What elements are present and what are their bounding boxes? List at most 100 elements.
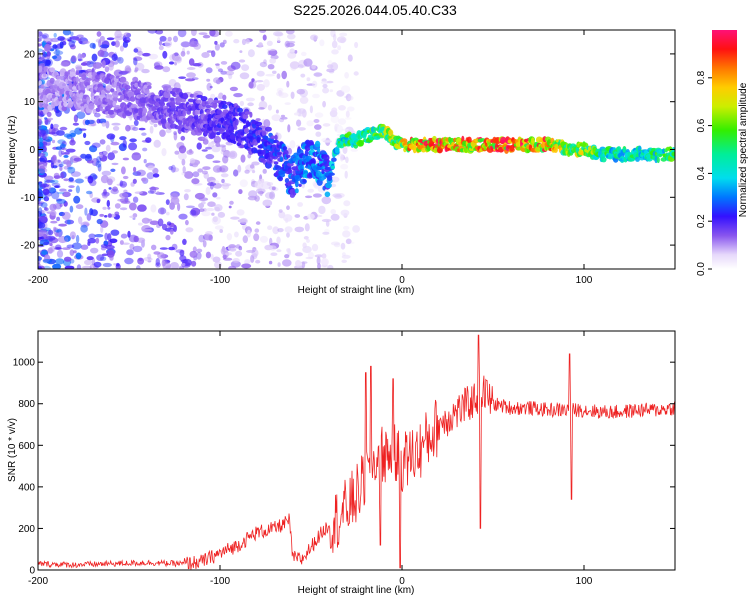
spectrogram-noise-cell bbox=[41, 250, 48, 256]
spectrogram-y-axis: -20 -10 0 10 20 bbox=[21, 49, 675, 252]
spectrogram-noise-cell bbox=[62, 191, 71, 198]
spectrogram-noise-cell bbox=[39, 110, 44, 116]
spectrogram-noise-cell bbox=[302, 242, 307, 249]
colorbar-tick-label: 0.8 bbox=[696, 70, 707, 84]
spectrogram-noise-cell bbox=[341, 128, 349, 131]
spectrogram-noise-cell bbox=[98, 39, 102, 48]
spectrogram-noise-cell bbox=[330, 209, 337, 215]
spectrogram-noise-cell bbox=[104, 232, 109, 241]
spectrogram-ridge-cell bbox=[170, 104, 176, 109]
spectrogram-noise-cell bbox=[149, 220, 159, 226]
spectrogram-noise-cell bbox=[155, 258, 160, 266]
spectrogram-noise-cell bbox=[151, 244, 157, 251]
spectrogram-noise-cell bbox=[86, 213, 92, 221]
spectrogram-noise-cell bbox=[267, 63, 275, 70]
spectrogram-noise-cell bbox=[234, 231, 239, 238]
spectrogram-noise-cell bbox=[263, 79, 270, 88]
spectrogram-ridge-cell bbox=[255, 121, 263, 127]
spectrogram-noise-cell bbox=[112, 125, 120, 131]
spectrogram-noise-cell bbox=[90, 247, 99, 254]
spectrogram-noise-cell bbox=[38, 162, 44, 165]
spectrogram-noise-cell bbox=[174, 55, 182, 64]
spectrogram-noise-cell bbox=[339, 32, 348, 37]
spectrogram-noise-cell bbox=[322, 123, 331, 127]
spectrogram-ridge-cell bbox=[113, 81, 118, 86]
spectrogram-noise-cell bbox=[79, 54, 85, 59]
spectrogram-ridge-cell bbox=[107, 94, 113, 98]
spectrogram-ridge-cell bbox=[75, 76, 79, 83]
spectrogram-noise-cell bbox=[95, 237, 100, 244]
spectrogram-noise-cell bbox=[228, 265, 237, 269]
spectrogram-noise-cell bbox=[307, 188, 315, 193]
spectrogram-noise-cell bbox=[38, 201, 45, 205]
spectrogram-ridge-cell bbox=[264, 135, 269, 140]
spectrogram-noise-cell bbox=[38, 57, 48, 60]
spectrogram-noise-cell bbox=[345, 238, 352, 245]
spectrogram-x-label: Height of straight line (km) bbox=[298, 285, 415, 296]
spectrogram-ridge-cell bbox=[271, 144, 277, 148]
spectrogram-noise-cell bbox=[322, 100, 326, 108]
spectrogram-noise-cell bbox=[305, 256, 314, 260]
spectrogram-noise-cell bbox=[68, 177, 74, 182]
spectrogram-ridge-cell bbox=[277, 176, 283, 182]
spectrogram-noise-cell bbox=[212, 165, 222, 173]
spectrogram-noise-cell bbox=[180, 50, 186, 57]
spectrogram-noise-cell bbox=[57, 191, 65, 195]
spectrogram-ridge-cell bbox=[133, 108, 139, 113]
spectrogram-ridge-cell bbox=[317, 148, 321, 153]
spectrogram-noise-cell bbox=[236, 209, 245, 216]
spectrogram-noise-cell bbox=[39, 183, 50, 188]
spectrogram-noise-cell bbox=[147, 165, 155, 171]
spectrogram-noise-cell bbox=[215, 142, 221, 148]
spectrogram-noise-cell bbox=[132, 217, 136, 220]
spectrogram-noise-cell bbox=[157, 218, 164, 227]
spectrogram-ridge-cell bbox=[176, 96, 182, 104]
x-tick-label: -200 bbox=[28, 576, 48, 587]
spectrogram-noise-cell bbox=[205, 251, 211, 259]
spectrogram-noise-cell bbox=[51, 182, 61, 187]
spectrogram-noise-cell bbox=[107, 152, 115, 161]
spectrogram-noise-cell bbox=[170, 196, 180, 205]
spectrogram-noise-cell bbox=[64, 219, 75, 225]
spectrogram-ridge-cell bbox=[243, 127, 250, 134]
spectrogram-noise-cell bbox=[297, 127, 306, 131]
spectrogram-noise-cell bbox=[146, 172, 155, 180]
spectrogram-noise-cell bbox=[322, 87, 330, 94]
spectrogram-noise-cell bbox=[198, 234, 205, 243]
spectrogram-noise-cell bbox=[257, 191, 265, 195]
spectrogram-noise-cell bbox=[284, 254, 290, 259]
spectrogram-noise-cell bbox=[91, 53, 98, 62]
spectrogram-noise-cell bbox=[271, 114, 281, 122]
spectrogram-noise-cell bbox=[100, 175, 109, 184]
spectrogram-ridge-cell bbox=[328, 172, 335, 176]
spectrogram-noise-cell bbox=[241, 64, 250, 71]
spectrogram-noise-cell bbox=[46, 160, 53, 163]
spectrogram-noise-cell bbox=[312, 93, 320, 99]
spectrogram-noise-cell bbox=[205, 231, 213, 236]
spectrogram-noise-cell bbox=[90, 209, 98, 217]
spectrogram-noise-cell bbox=[158, 45, 164, 51]
spectrogram-noise-cell bbox=[202, 166, 211, 171]
spectrogram-noise-cell bbox=[189, 158, 196, 164]
spectrogram-noise-cell bbox=[96, 156, 102, 163]
spectrogram-noise-cell bbox=[241, 263, 252, 269]
spectrogram-noise-cell bbox=[312, 193, 322, 198]
spectrogram-noise-cell bbox=[74, 178, 84, 184]
spectrogram-noise-cell bbox=[137, 50, 144, 56]
spectrogram-noise-cell bbox=[63, 133, 71, 138]
x-tick-label: 100 bbox=[576, 275, 593, 286]
spectrogram-ridge-cell bbox=[321, 168, 325, 175]
spectrogram-noise-cell bbox=[185, 205, 195, 209]
spectrogram-noise-cell bbox=[106, 199, 111, 208]
y-tick-label: 800 bbox=[18, 399, 35, 410]
spectrogram-noise-cell bbox=[342, 230, 351, 238]
spectrogram-noise-cell bbox=[97, 163, 102, 172]
spectrogram-ridge-cell bbox=[500, 136, 507, 144]
spectrogram-noise-cell bbox=[64, 235, 71, 242]
spectrogram-noise-cell bbox=[76, 264, 82, 269]
spectrogram-noise-cell bbox=[247, 102, 254, 107]
spectrogram-noise-cell bbox=[191, 260, 197, 267]
spectrogram-noise-cell bbox=[298, 64, 304, 69]
spectrogram-ridge-cell bbox=[182, 109, 187, 117]
spectrogram-noise-cell bbox=[262, 199, 273, 207]
